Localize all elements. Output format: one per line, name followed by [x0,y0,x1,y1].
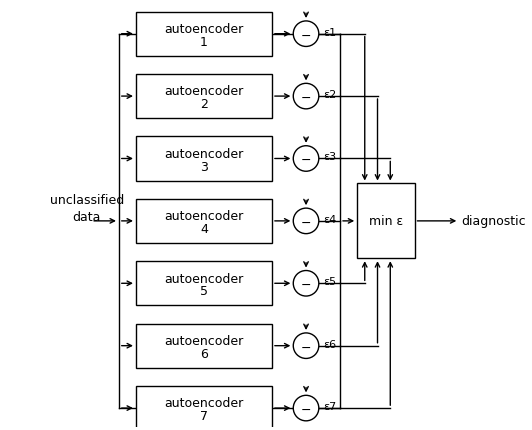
FancyBboxPatch shape [136,261,272,306]
Text: ε6: ε6 [323,339,336,349]
Text: autoencoder: autoencoder [164,23,244,36]
Text: ε1: ε1 [323,28,336,37]
Text: −: − [301,29,311,43]
Text: 2: 2 [200,98,208,111]
Text: −: − [301,154,311,167]
FancyBboxPatch shape [136,324,272,368]
FancyBboxPatch shape [136,386,272,430]
FancyBboxPatch shape [136,75,272,119]
Circle shape [293,209,319,234]
Text: ε2: ε2 [323,90,336,100]
Text: 3: 3 [200,160,208,173]
Circle shape [293,271,319,296]
Text: diagnostic: diagnostic [461,215,526,228]
Text: −: − [301,92,311,104]
Text: ε4: ε4 [323,214,336,224]
FancyBboxPatch shape [357,184,414,259]
Text: autoencoder: autoencoder [164,85,244,98]
Circle shape [293,22,319,47]
Text: 5: 5 [200,285,208,298]
Text: −: − [301,216,311,229]
Text: ε3: ε3 [323,152,336,162]
Text: unclassified
data: unclassified data [50,194,124,224]
Text: ε7: ε7 [323,401,336,411]
Text: min ε: min ε [369,215,403,228]
Text: 6: 6 [200,347,208,360]
Text: −: − [301,341,311,353]
FancyBboxPatch shape [136,12,272,57]
Circle shape [293,84,319,110]
Circle shape [293,396,319,421]
Text: autoencoder: autoencoder [164,334,244,347]
Text: ε5: ε5 [323,276,336,286]
Text: 1: 1 [200,36,208,49]
Text: autoencoder: autoencoder [164,147,244,160]
Text: autoencoder: autoencoder [164,272,244,285]
Text: 4: 4 [200,222,208,236]
FancyBboxPatch shape [136,137,272,181]
Text: −: − [301,278,311,292]
Circle shape [293,333,319,359]
Circle shape [293,146,319,172]
Text: −: − [301,403,311,416]
FancyBboxPatch shape [136,199,272,243]
Text: autoencoder: autoencoder [164,396,244,409]
Text: 7: 7 [200,409,208,422]
Text: autoencoder: autoencoder [164,210,244,223]
